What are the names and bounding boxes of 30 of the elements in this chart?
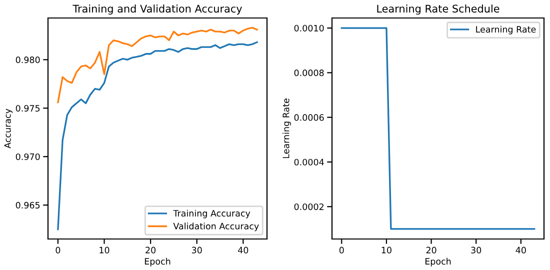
y-axis-title: Accuracy (4, 108, 13, 148)
x-tick-label: 40 (516, 246, 526, 254)
x-tick-label: 30 (192, 246, 202, 254)
x-axis-title: Epoch (425, 258, 451, 266)
legend-label: Training Accuracy (173, 210, 250, 218)
line-series (57, 26, 258, 104)
x-tick-label: 0 (56, 246, 60, 254)
chart-title: Training and Validation Accuracy (72, 4, 242, 15)
y-tick-label: 0.970 (16, 153, 40, 160)
x-tick-label: 10 (382, 246, 392, 254)
line-series (57, 41, 258, 230)
y-tick-label: 0.0004 (294, 158, 324, 166)
x-tick-label: 30 (471, 246, 482, 254)
y-tick-label: 0.0010 (294, 24, 324, 32)
y-tick-label: 0.975 (16, 104, 40, 112)
y-axis-title: Learning Rate (282, 98, 291, 158)
chart-title: Learning Rate Schedule (377, 4, 500, 15)
x-tick-label: 0 (339, 246, 344, 254)
y-tick-label: 0.965 (16, 202, 40, 209)
y-tick-label: 0.0006 (294, 114, 324, 121)
x-tick-label: 40 (238, 246, 248, 254)
y-tick-label: 0.980 (16, 56, 40, 64)
x-tick-label: 10 (100, 246, 110, 254)
y-tick-label: 0.0002 (294, 203, 324, 210)
legend-label: Validation Accuracy (173, 222, 259, 232)
x-tick-label: 20 (426, 246, 436, 254)
legend-label: Learning Rate (476, 26, 536, 34)
x-axis-title: Epoch (144, 258, 170, 266)
y-tick-label: 0.0008 (294, 70, 324, 76)
x-tick-label: 20 (146, 246, 156, 254)
